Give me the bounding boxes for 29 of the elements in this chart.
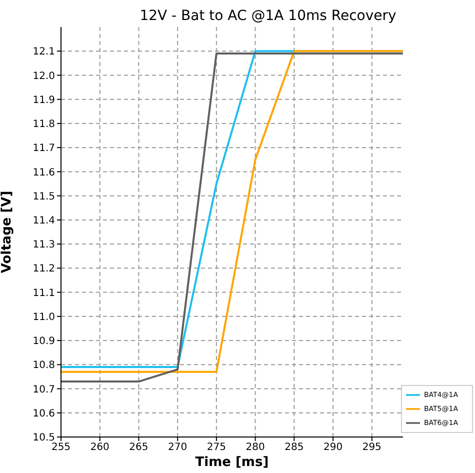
x-tick-label: 255	[51, 442, 71, 454]
y-tick-label: 10.6	[32, 408, 55, 420]
y-tick-label: 10.9	[32, 336, 55, 348]
y-tick-label: 11.5	[32, 191, 55, 202]
y-tick-label: 10.8	[32, 360, 55, 372]
y-axis-title: Voltage [V]	[0, 190, 15, 274]
y-tick-label: 11.8	[32, 119, 55, 130]
y-tick-label: 10.5	[32, 432, 55, 444]
x-tick-label: 290	[323, 442, 343, 454]
y-tick-label: 11.0	[32, 312, 55, 323]
y-tick-label: 12.1	[32, 46, 55, 58]
x-tick-label: 270	[168, 442, 188, 454]
x-tick-label: 295	[362, 442, 382, 454]
x-tick-label: 280	[246, 442, 265, 454]
x-tick-label: 260	[90, 442, 110, 454]
x-tick-label: 275	[206, 442, 226, 454]
y-tick-label: 11.6	[32, 167, 55, 178]
chart-title: 12V - Bat to AC @1A 10ms Recovery	[138, 8, 398, 24]
y-tick-label: 11.1	[32, 288, 55, 299]
x-tick-label: 265	[129, 442, 148, 454]
y-tick-label: 11.2	[32, 264, 55, 275]
y-tick-label: 11.4	[32, 215, 55, 226]
y-tick-label: 11.3	[32, 240, 55, 251]
y-tick-label: 11.9	[32, 94, 55, 106]
y-tick-label: 11.7	[32, 143, 55, 154]
x-tick-label: 285	[284, 442, 304, 454]
y-tick-label: 12.0	[32, 70, 55, 82]
y-tick-label: 10.7	[32, 384, 55, 396]
x-axis-title: Time [ms]	[195, 455, 269, 470]
